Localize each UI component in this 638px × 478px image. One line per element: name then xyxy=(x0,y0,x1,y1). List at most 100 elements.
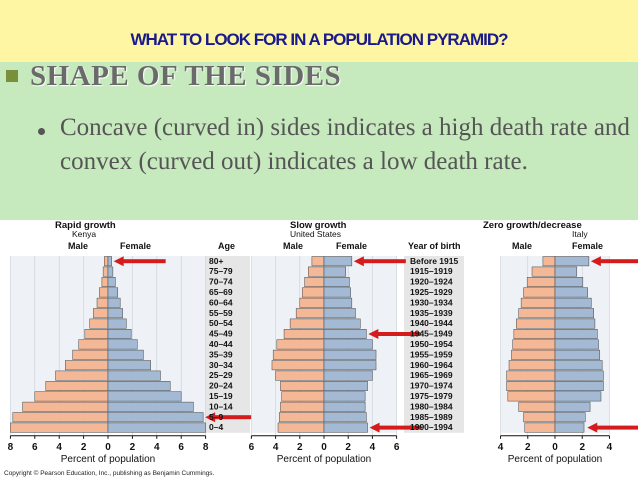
arrow-head-icon xyxy=(587,422,598,433)
female-bar xyxy=(323,360,377,371)
female-bar xyxy=(107,391,182,402)
year-label: 1975–1979 xyxy=(410,391,453,401)
male-bar xyxy=(280,401,325,412)
slide-title: WHAT TO LOOK FOR IN A POPULATION PYRAMID… xyxy=(130,30,508,49)
age-label: 30–34 xyxy=(209,360,233,370)
female-bar xyxy=(323,256,353,267)
year-label: 1940–1944 xyxy=(410,318,453,328)
body-bullet-icon xyxy=(38,128,45,135)
male-bar xyxy=(281,391,325,402)
male-bar xyxy=(304,277,325,287)
female-bar xyxy=(107,370,161,381)
age-label: 75–79 xyxy=(209,266,233,276)
female-bar xyxy=(107,412,204,423)
male-bar xyxy=(506,381,556,391)
male-bar xyxy=(104,256,109,267)
pyramid-subtitle: Italy xyxy=(572,229,588,239)
year-label: 1970–1974 xyxy=(410,381,453,391)
x-tick-label: 4 xyxy=(498,442,504,453)
arrow-head-icon xyxy=(369,422,380,433)
year-label: 1955–1959 xyxy=(410,349,453,359)
female-bar xyxy=(107,381,171,391)
male-bar xyxy=(523,287,556,298)
x-tick-label: 6 xyxy=(178,442,184,453)
female-bar xyxy=(554,381,604,391)
female-bar xyxy=(554,370,604,381)
male-bar xyxy=(512,339,556,350)
year-column-background xyxy=(404,256,464,433)
year-label: 1980–1984 xyxy=(410,401,453,411)
female-bar xyxy=(323,381,368,391)
female-bar xyxy=(107,256,112,267)
arrow-shaft-icon xyxy=(213,415,258,420)
male-bar xyxy=(272,349,325,360)
year-label: 1915–1919 xyxy=(410,266,453,276)
male-bar xyxy=(93,308,109,319)
male-bar xyxy=(10,422,109,433)
male-bar xyxy=(513,329,556,339)
male-bar xyxy=(295,308,325,319)
x-axis-title: Percent of population xyxy=(61,454,156,465)
female-bar xyxy=(554,422,585,433)
female-bar xyxy=(323,349,377,360)
female-bar xyxy=(107,401,194,412)
female-bar xyxy=(554,339,599,350)
x-tick-label: 4 xyxy=(154,442,160,453)
female-bar xyxy=(107,308,123,319)
male-bar xyxy=(508,360,556,371)
age-label: 35–39 xyxy=(209,349,233,359)
arrow-head-icon xyxy=(113,256,124,267)
year-label: 1930–1934 xyxy=(410,297,453,307)
age-label: 60–64 xyxy=(209,297,233,307)
heading: SHAPE OF THE SIDES xyxy=(30,60,342,92)
female-bar xyxy=(107,277,116,287)
year-label: 1945–1949 xyxy=(410,329,453,339)
female-bar xyxy=(323,412,367,423)
female-bar xyxy=(554,277,584,287)
arrow-shaft-icon xyxy=(361,259,406,264)
x-tick-label: 8 xyxy=(203,442,209,453)
age-label: 45–49 xyxy=(209,329,233,339)
body-text: Concave (curved in) sides indicates a hi… xyxy=(60,114,630,175)
arrow-shaft-icon xyxy=(377,425,422,430)
age-label: 10–14 xyxy=(209,401,233,411)
x-tick-label: 4 xyxy=(370,442,376,453)
female-bar xyxy=(323,370,373,381)
female-bar xyxy=(323,297,353,308)
x-axis-title: Percent of population xyxy=(277,454,372,465)
male-bar xyxy=(518,308,556,319)
pyramid-title: Zero growth/decrease xyxy=(483,220,582,231)
male-bar xyxy=(45,381,109,391)
female-bar xyxy=(107,287,119,298)
female-bar xyxy=(323,266,347,277)
female-bar xyxy=(107,329,132,339)
female-bar xyxy=(323,391,366,402)
x-tick-label: 2 xyxy=(81,442,87,453)
male-bar xyxy=(289,318,325,329)
male-bar xyxy=(526,277,556,287)
male-bar xyxy=(518,401,556,412)
arrow-shaft-icon xyxy=(376,332,421,336)
female-column-label: Female xyxy=(572,241,603,251)
male-column-label: Male xyxy=(512,241,532,251)
male-bar xyxy=(507,391,556,402)
male-bar xyxy=(96,297,109,308)
age-label: 25–29 xyxy=(209,370,233,380)
year-label: 1950–1954 xyxy=(410,339,453,349)
female-bar xyxy=(323,401,366,412)
age-label: 15–19 xyxy=(209,391,233,401)
male-bar xyxy=(84,329,109,339)
x-tick-label: 2 xyxy=(525,442,531,453)
male-bar xyxy=(65,360,109,371)
heading-bullet-icon xyxy=(6,70,18,82)
male-bar xyxy=(516,318,556,329)
x-tick-label: 0 xyxy=(552,442,558,453)
x-tick-label: 2 xyxy=(130,442,136,453)
female-bar xyxy=(554,318,596,329)
x-tick-label: 2 xyxy=(345,442,351,453)
female-bar xyxy=(323,287,351,298)
male-bar xyxy=(271,360,325,371)
x-tick-label: 8 xyxy=(8,442,14,453)
female-bar xyxy=(554,391,602,402)
male-bar xyxy=(102,266,109,277)
